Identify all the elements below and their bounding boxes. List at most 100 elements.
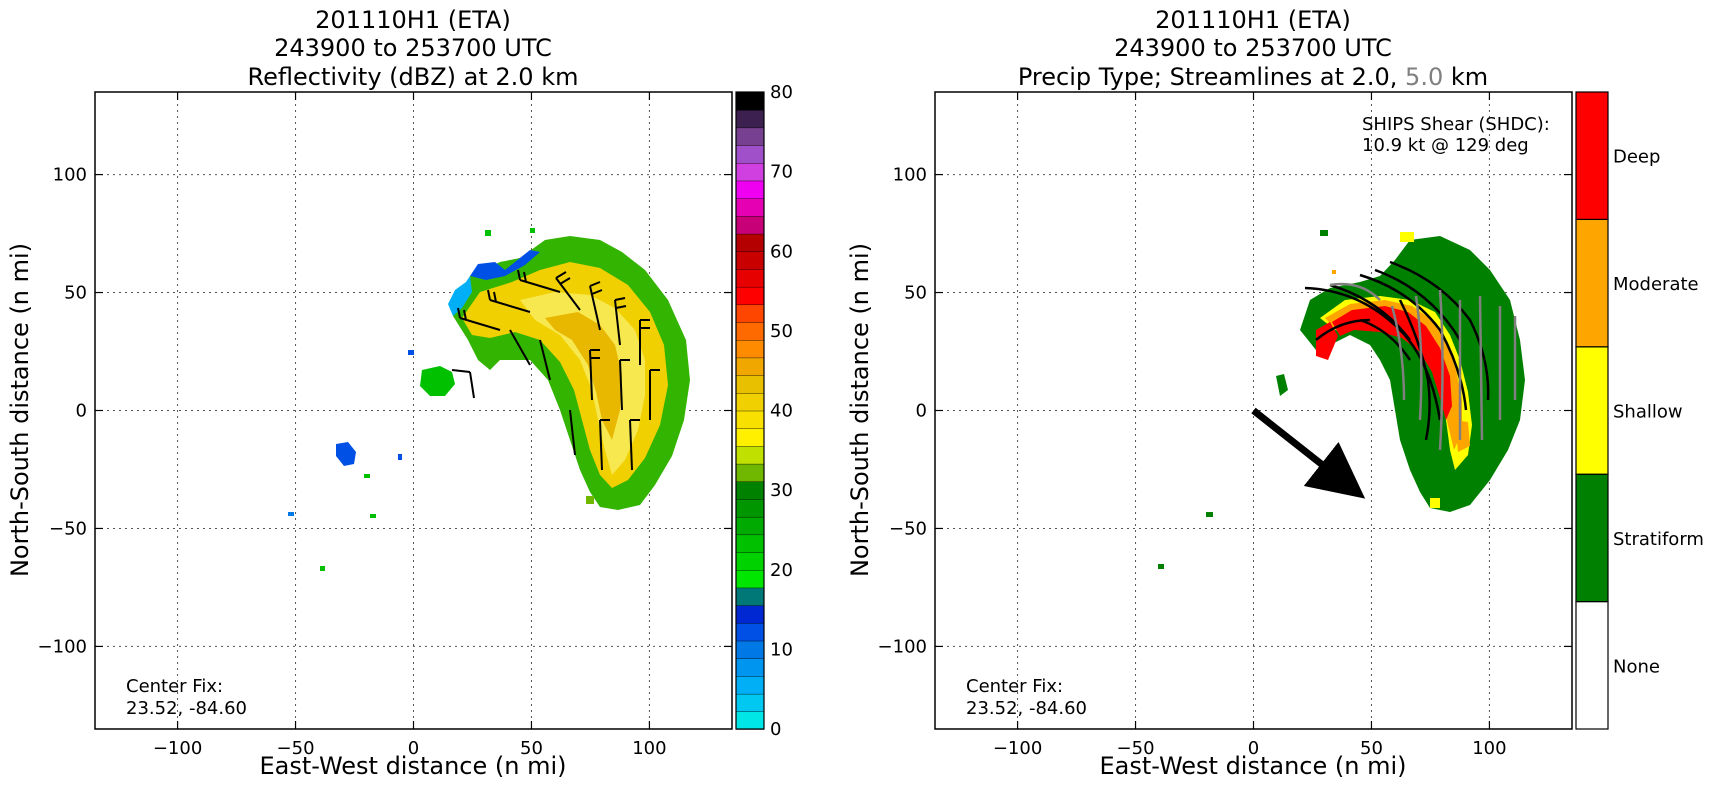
precip-speck-7 <box>1400 232 1414 242</box>
x-tick-label: 0 <box>1248 738 1259 759</box>
colorbar-swatch <box>735 427 765 447</box>
legend-label-shallow: Shallow <box>1613 402 1683 423</box>
colorbar-swatch <box>735 374 765 394</box>
refl-speck-1 <box>408 350 414 355</box>
x-tick-label: −100 <box>993 738 1042 759</box>
panel2-title-line1: 201110H1 (ETA) <box>1155 6 1351 34</box>
colorbar-swatch <box>735 534 765 553</box>
legend-swatch-deep <box>1575 91 1609 221</box>
panel1-title-line3: Reflectivity (dBZ) at 2.0 km <box>248 63 579 91</box>
panel2-xlabel: East-West distance (n mi) <box>1099 752 1406 780</box>
y-tick-label: 0 <box>916 401 927 422</box>
colorbar-swatch <box>735 251 765 270</box>
precip-speck-1 <box>1320 230 1328 236</box>
precip-deep-cores <box>1332 306 1452 420</box>
shear-label: SHIPS Shear (SHDC): <box>1362 114 1550 135</box>
y-tick-label: −50 <box>49 518 87 539</box>
panel2-ylabel: North-South distance (n mi) <box>846 243 874 577</box>
refl-core-orange <box>545 312 622 440</box>
y-tick-label: 50 <box>904 283 927 304</box>
colorbar-swatch <box>735 268 765 288</box>
colorbar-swatch <box>735 321 765 341</box>
colorbar-swatch <box>735 410 765 429</box>
shear-value: 10.9 kt @ 129 deg <box>1362 135 1529 156</box>
panel1-reflectivity-field <box>288 228 690 571</box>
colorbar-swatch <box>735 127 765 146</box>
wind-barbs <box>451 269 660 471</box>
panel1-ylabel: North-South distance (n mi) <box>6 243 34 577</box>
refl-speck-3 <box>530 228 535 233</box>
colorbar-tick-label: 20 <box>770 560 793 581</box>
legend-label-stratiform: Stratiform <box>1613 529 1704 550</box>
colorbar-tick-label: 40 <box>770 401 793 422</box>
x-tick-label: −50 <box>277 738 315 759</box>
precip-type-legend: None Stratiform Shallow Moderate Deep <box>1575 91 1704 730</box>
panel1-ticks: −100 −50 0 50 100 −100 −50 0 50 100 <box>38 92 732 759</box>
colorbar-swatch <box>735 233 765 252</box>
panel-precip-type: 201110H1 (ETA) 243900 to 253700 UTC Prec… <box>846 6 1704 780</box>
colorbar-swatch <box>735 516 765 536</box>
legend-swatch-stratiform <box>1575 473 1609 603</box>
legend-swatch-none <box>1575 600 1609 730</box>
precip-speck-6 <box>1430 498 1440 508</box>
legend-swatch-moderate <box>1575 218 1609 348</box>
refl-speck-8 <box>398 454 402 460</box>
streamlines-2km <box>1304 260 1490 441</box>
colorbar-swatch <box>735 445 765 465</box>
y-tick-label: −100 <box>38 636 87 657</box>
refl-speck-2 <box>485 230 491 236</box>
colorbar-swatch <box>735 622 765 642</box>
panel1-xlabel: East-West distance (n mi) <box>259 752 566 780</box>
y-tick-label: 50 <box>64 283 87 304</box>
panel2-title-line3-gray: 5.0 <box>1405 63 1443 91</box>
colorbar-swatch <box>735 392 765 412</box>
panel1-colorbar: 0 10 20 30 40 50 60 70 80 <box>735 82 793 740</box>
panel1-center-fix-label: Center Fix: <box>126 676 223 697</box>
colorbar-swatch <box>735 215 765 235</box>
streamlines-5km <box>1329 282 1517 451</box>
colorbar-swatch <box>735 463 765 482</box>
x-tick-label: −50 <box>1117 738 1155 759</box>
colorbar-frame <box>735 91 765 730</box>
colorbar-swatch <box>735 162 765 182</box>
y-tick-label: 100 <box>893 165 927 186</box>
panel1-title-line2: 243900 to 253700 UTC <box>274 34 552 62</box>
colorbar-swatch <box>735 144 765 164</box>
precip-deep-patch-1 <box>1316 322 1338 360</box>
colorbar-tick-label: 80 <box>770 82 793 103</box>
panel2-ticks: −100 −50 0 50 100 −100 −50 0 50 100 <box>878 92 1572 759</box>
colorbar-swatch <box>735 197 765 217</box>
y-tick-label: 100 <box>53 165 87 186</box>
panel1-center-fix-value: 23.52, -84.60 <box>126 698 247 719</box>
x-tick-label: −100 <box>153 738 202 759</box>
colorbar-swatch <box>735 180 765 199</box>
colorbar-swatch <box>735 339 765 359</box>
refl-speck-5 <box>370 514 376 518</box>
refl-speck-9 <box>586 496 594 504</box>
colorbar-swatch <box>735 569 765 589</box>
panel2-title-line3-suffix: km <box>1451 63 1488 91</box>
x-tick-label: 50 <box>1360 738 1383 759</box>
x-tick-label: 100 <box>1472 738 1506 759</box>
colorbar-tick-label: 70 <box>770 162 793 183</box>
panel2-precip-field <box>1158 230 1525 569</box>
panel1-title-line1: 201110H1 (ETA) <box>315 6 511 34</box>
y-tick-label: −50 <box>889 518 927 539</box>
colorbar-tick-label: 0 <box>770 719 781 740</box>
refl-speck-4 <box>288 512 294 516</box>
colorbar-swatch <box>735 640 765 659</box>
panel2-center-fix-value: 23.52, -84.60 <box>966 698 1087 719</box>
colorbar-swatch <box>735 693 765 713</box>
x-tick-label: 0 <box>408 738 419 759</box>
precip-speck-4 <box>1206 512 1213 517</box>
precip-speck-2 <box>1332 270 1336 274</box>
panel2-title-line3-prefix: Precip Type; Streamlines at 2.0, <box>1018 63 1398 91</box>
colorbar-swatch <box>735 481 765 500</box>
refl-speck-6 <box>320 566 325 571</box>
colorbar-swatch <box>735 604 765 624</box>
colorbar-swatch <box>735 109 765 129</box>
colorbar-swatch <box>735 587 765 606</box>
colorbar-swatch <box>735 498 765 518</box>
colorbar-swatch <box>735 357 765 376</box>
